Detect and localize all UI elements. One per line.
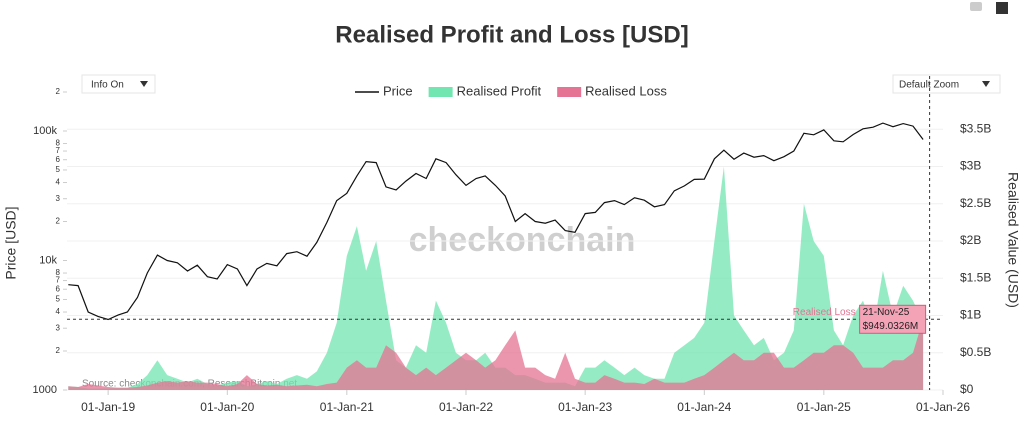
x-tick-label: 01-Jan-19 <box>81 400 135 414</box>
camera-icon[interactable] <box>970 2 982 11</box>
x-tick-label: 01-Jan-25 <box>797 400 851 414</box>
y-tick-label: 7 <box>56 146 61 155</box>
chart-title: Realised Profit and Loss [USD] <box>335 21 688 48</box>
price-line <box>68 122 924 321</box>
dropdown-arrow <box>140 81 148 87</box>
legend-label: Price <box>383 83 413 98</box>
x-tick-label: 01-Jan-24 <box>677 400 731 414</box>
dropdown-arrow <box>982 81 990 87</box>
y-tick-label: 8 <box>56 268 61 277</box>
legend-swatch <box>428 87 453 97</box>
tooltip-value: $949.0326M <box>863 321 919 332</box>
y-tick-label: 4 <box>56 178 61 187</box>
info-button-label[interactable]: Info On <box>91 80 124 91</box>
y-tick-label: 5 <box>56 165 61 174</box>
y2-tick-label: $1B <box>960 308 981 322</box>
info-button[interactable] <box>81 74 156 94</box>
tooltip-date: 21-Nov-25 <box>863 307 910 318</box>
y2-axis-title: Realised Value (USD) <box>1005 172 1021 308</box>
y-tick-label: 10k <box>39 254 57 266</box>
legend-label: Realised Loss <box>585 83 667 98</box>
y-tick-label: 4 <box>56 307 61 316</box>
y-axis-title: Price [USD] <box>3 206 19 279</box>
y2-tick-label: $1.5B <box>960 270 991 284</box>
watermark: checkonchain <box>409 221 636 259</box>
area <box>68 319 924 390</box>
y-tick-label: 2 <box>56 217 61 226</box>
toolbar-icons[interactable] <box>970 2 1008 14</box>
y-tick-label: 3 <box>56 194 61 203</box>
y-tick-label: 5 <box>56 295 61 304</box>
y2-tick-label: $0.5B <box>960 345 991 359</box>
y-tick-label: 2 <box>56 87 61 96</box>
y-tick-label: 8 <box>56 139 61 148</box>
y-tick-label: 100k <box>33 125 57 137</box>
y2-tick-label: $3B <box>960 159 981 173</box>
area <box>68 166 924 390</box>
x-tick-label: 01-Jan-26 <box>916 400 970 414</box>
tooltip-box <box>859 304 927 334</box>
y2-tick-label: $3.5B <box>960 121 991 135</box>
y-tick-label: 1000 <box>33 384 57 396</box>
legend-swatch <box>557 87 582 97</box>
bar-icon[interactable] <box>996 2 1008 14</box>
y-tick-label: 6 <box>56 155 61 164</box>
x-tick-label: 01-Jan-21 <box>320 400 374 414</box>
x-tick-label: 01-Jan-20 <box>200 400 254 414</box>
y-tick-label: 7 <box>56 276 61 285</box>
y-tick-label: 6 <box>56 284 61 293</box>
y2-tick-label: $2B <box>960 233 981 247</box>
zoom-button[interactable] <box>892 74 1001 94</box>
tooltip-series: Realised Loss <box>793 307 856 318</box>
x-tick-label: 01-Jan-22 <box>439 400 493 414</box>
zoom-button-label[interactable]: Default Zoom <box>899 80 959 91</box>
y-tick-label: 3 <box>56 323 61 332</box>
y2-tick-label: $0 <box>960 382 974 396</box>
legend-label: Realised Profit <box>457 83 542 98</box>
y2-tick-label: $2.5B <box>960 196 991 210</box>
y-tick-label: 2 <box>56 346 61 355</box>
x-tick-label: 01-Jan-23 <box>558 400 612 414</box>
